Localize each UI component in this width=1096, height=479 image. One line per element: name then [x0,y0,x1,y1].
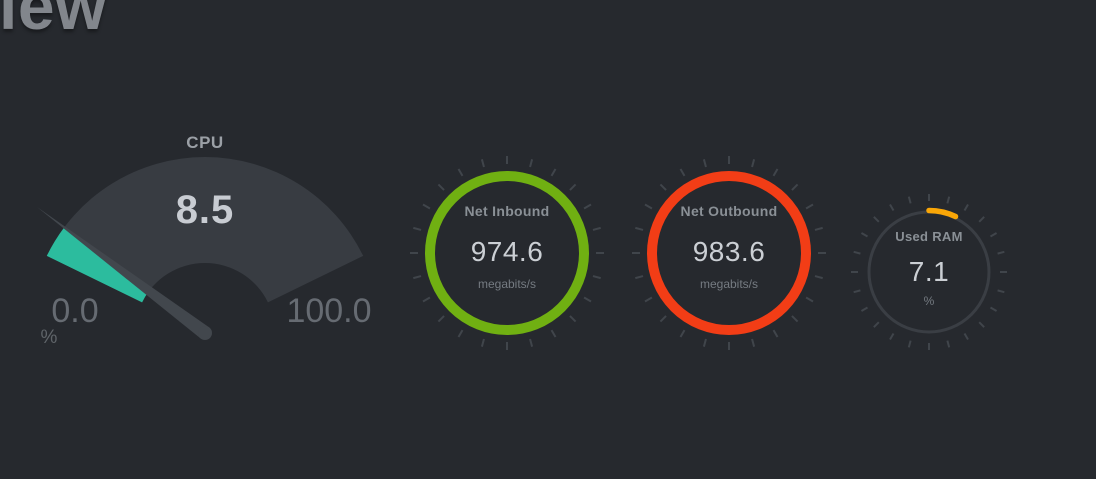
cpu-gauge-value: 8.5 [175,188,235,232]
used-ram-gauge-title: Used RAM [895,229,963,244]
net-inbound-gauge-unit-label: megabits/s [477,277,537,291]
used-ram-gauge-panel: Used RAM 7.1 % [839,182,1019,362]
cpu-gauge-max-label: 100.0 [286,292,372,330]
used-ram-gauge-unit-label: % [923,294,935,308]
cpu-gauge-drawing [37,157,364,340]
net-inbound-gauge-panel: Net Inbound 974.6 megabits/s [402,148,612,358]
net-inbound-gauge-title: Net Inbound [464,203,550,219]
net-outbound-gauge-panel: Net Outbound 983.6 megabits/s [624,148,834,358]
used-ram-gauge-ring [851,194,1007,350]
net-outbound-gauge-unit-label: megabits/s [699,277,759,291]
net-outbound-gauge-value: 983.6 [692,236,766,267]
net-outbound-gauge-title: Net Outbound [680,203,778,219]
net-outbound-gauge-ring [632,156,826,350]
net-inbound-gauge-value: 974.6 [470,236,544,267]
cpu-gauge-title: CPU [186,133,224,152]
page-title: iew [0,0,107,43]
cpu-gauge-unit-label: % [40,327,58,348]
cpu-gauge-panel: CPU 8.5 0.0 100.0 % [0,120,410,400]
used-ram-gauge-value: 7.1 [908,256,950,287]
cpu-gauge-min-label: 0.0 [51,292,99,330]
net-inbound-gauge-ring [410,156,604,350]
